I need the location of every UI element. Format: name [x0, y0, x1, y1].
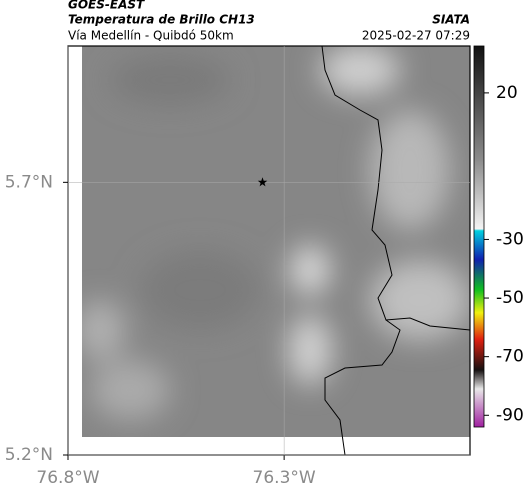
datetime: 2025-02-27 07:29	[362, 29, 470, 43]
subtitle: Vía Medellín - Quibdó 50km	[68, 29, 234, 43]
colorbar-label: -70	[496, 347, 524, 367]
x-tick-label: 76.3°W	[253, 468, 316, 488]
x-tick-label: 76.8°W	[36, 468, 99, 488]
colorbar-label: -30	[496, 229, 524, 249]
y-tick-label: 5.2°N	[5, 445, 53, 465]
satellite-image	[82, 46, 470, 437]
source: GOES-EAST	[68, 0, 145, 12]
colorbar-label: 20	[496, 83, 518, 103]
border	[321, 45, 471, 456]
title: Temperatura de Brillo CH13	[68, 13, 255, 27]
y-tick-label: 5.7°N	[5, 172, 53, 192]
location-marker	[257, 177, 268, 187]
colorbar-label: -90	[496, 405, 524, 425]
brand: SIATA	[432, 13, 470, 27]
colorbar	[473, 45, 485, 428]
colorbar-label: -50	[496, 288, 524, 308]
